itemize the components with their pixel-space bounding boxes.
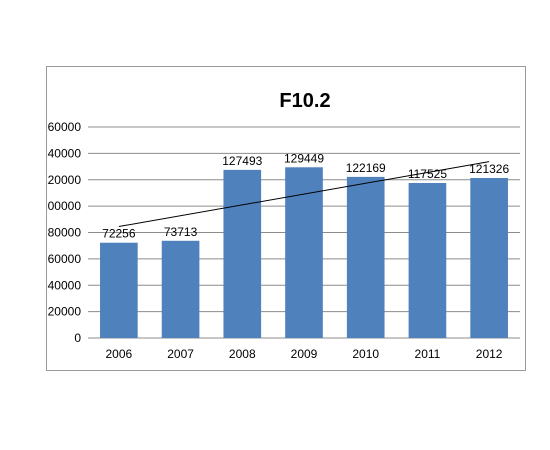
x-tick-label: 2010 — [352, 347, 379, 361]
y-tick-label: 140000 — [47, 146, 81, 160]
y-tick-label: 80000 — [48, 226, 82, 240]
bar-2010 — [346, 176, 385, 338]
data-label: 117525 — [408, 167, 447, 181]
x-tick-label: 2006 — [106, 347, 133, 361]
bar-2012 — [470, 178, 508, 338]
data-label: 72256 — [102, 227, 136, 241]
trendline — [118, 161, 490, 228]
bar-2011 — [408, 183, 447, 338]
x-tick-label: 2008 — [229, 347, 256, 361]
bar-chart: F10.2 0 20000 40000 60000 80000 100000 120000 1… — [47, 90, 520, 361]
y-tick-label: 40000 — [48, 278, 82, 292]
x-tick-label: 2011 — [415, 347, 441, 361]
chart-frame: F10.2 0 20000 40000 60000 80000 100000 120000 1… — [46, 66, 526, 371]
data-label: 127493 — [222, 154, 262, 168]
data-label: 121326 — [469, 162, 509, 176]
y-tick-label: 100000 — [47, 199, 81, 213]
chart-title: F10.2 — [279, 90, 330, 112]
bar-2009 — [285, 167, 323, 338]
y-tick-label: 160000 — [47, 120, 81, 134]
bar-2007 — [161, 240, 200, 338]
data-label: 129449 — [284, 151, 324, 165]
y-tick-label: 0 — [74, 331, 81, 345]
bar-2008 — [223, 169, 262, 338]
trendline-layer — [118, 161, 490, 228]
data-label: 73713 — [164, 225, 198, 239]
y-tick-label: 20000 — [48, 305, 82, 319]
bars — [100, 167, 508, 338]
x-axis: 2006 2007 2008 2009 2010 2011 2012 — [106, 347, 503, 361]
bar-2006 — [100, 242, 138, 338]
y-tick-label: 60000 — [48, 252, 82, 266]
y-axis: 0 20000 40000 60000 80000 100000 120000 140000 1… — [47, 120, 81, 345]
y-tick-label: 120000 — [47, 173, 81, 187]
x-tick-label: 2012 — [476, 347, 503, 361]
x-tick-label: 2007 — [167, 347, 194, 361]
data-label: 122169 — [346, 161, 386, 175]
x-tick-label: 2009 — [291, 347, 318, 361]
